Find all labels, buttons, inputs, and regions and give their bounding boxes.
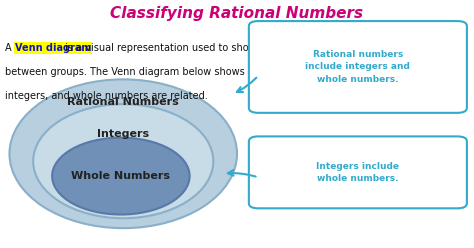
FancyBboxPatch shape bbox=[249, 136, 467, 208]
Text: Rational Numbers: Rational Numbers bbox=[67, 97, 179, 107]
Ellipse shape bbox=[9, 79, 237, 228]
Text: integers, and whole numbers are related.: integers, and whole numbers are related. bbox=[5, 91, 208, 100]
Text: Integers include
whole numbers.: Integers include whole numbers. bbox=[316, 162, 400, 183]
Text: Whole Numbers: Whole Numbers bbox=[72, 171, 170, 181]
Text: A: A bbox=[5, 43, 15, 53]
Text: Venn diagram: Venn diagram bbox=[15, 43, 91, 53]
Text: Rational numbers
include integers and
whole numbers.: Rational numbers include integers and wh… bbox=[305, 50, 410, 84]
Text: Classifying Rational Numbers: Classifying Rational Numbers bbox=[110, 6, 364, 21]
Text: between groups. The Venn diagram below shows how rational numbers,: between groups. The Venn diagram below s… bbox=[5, 67, 358, 77]
Text: is a visual representation used to show the relationships: is a visual representation used to show … bbox=[62, 43, 342, 53]
Ellipse shape bbox=[33, 104, 213, 218]
Ellipse shape bbox=[52, 138, 190, 215]
FancyBboxPatch shape bbox=[249, 21, 467, 113]
Text: Integers: Integers bbox=[97, 129, 149, 139]
